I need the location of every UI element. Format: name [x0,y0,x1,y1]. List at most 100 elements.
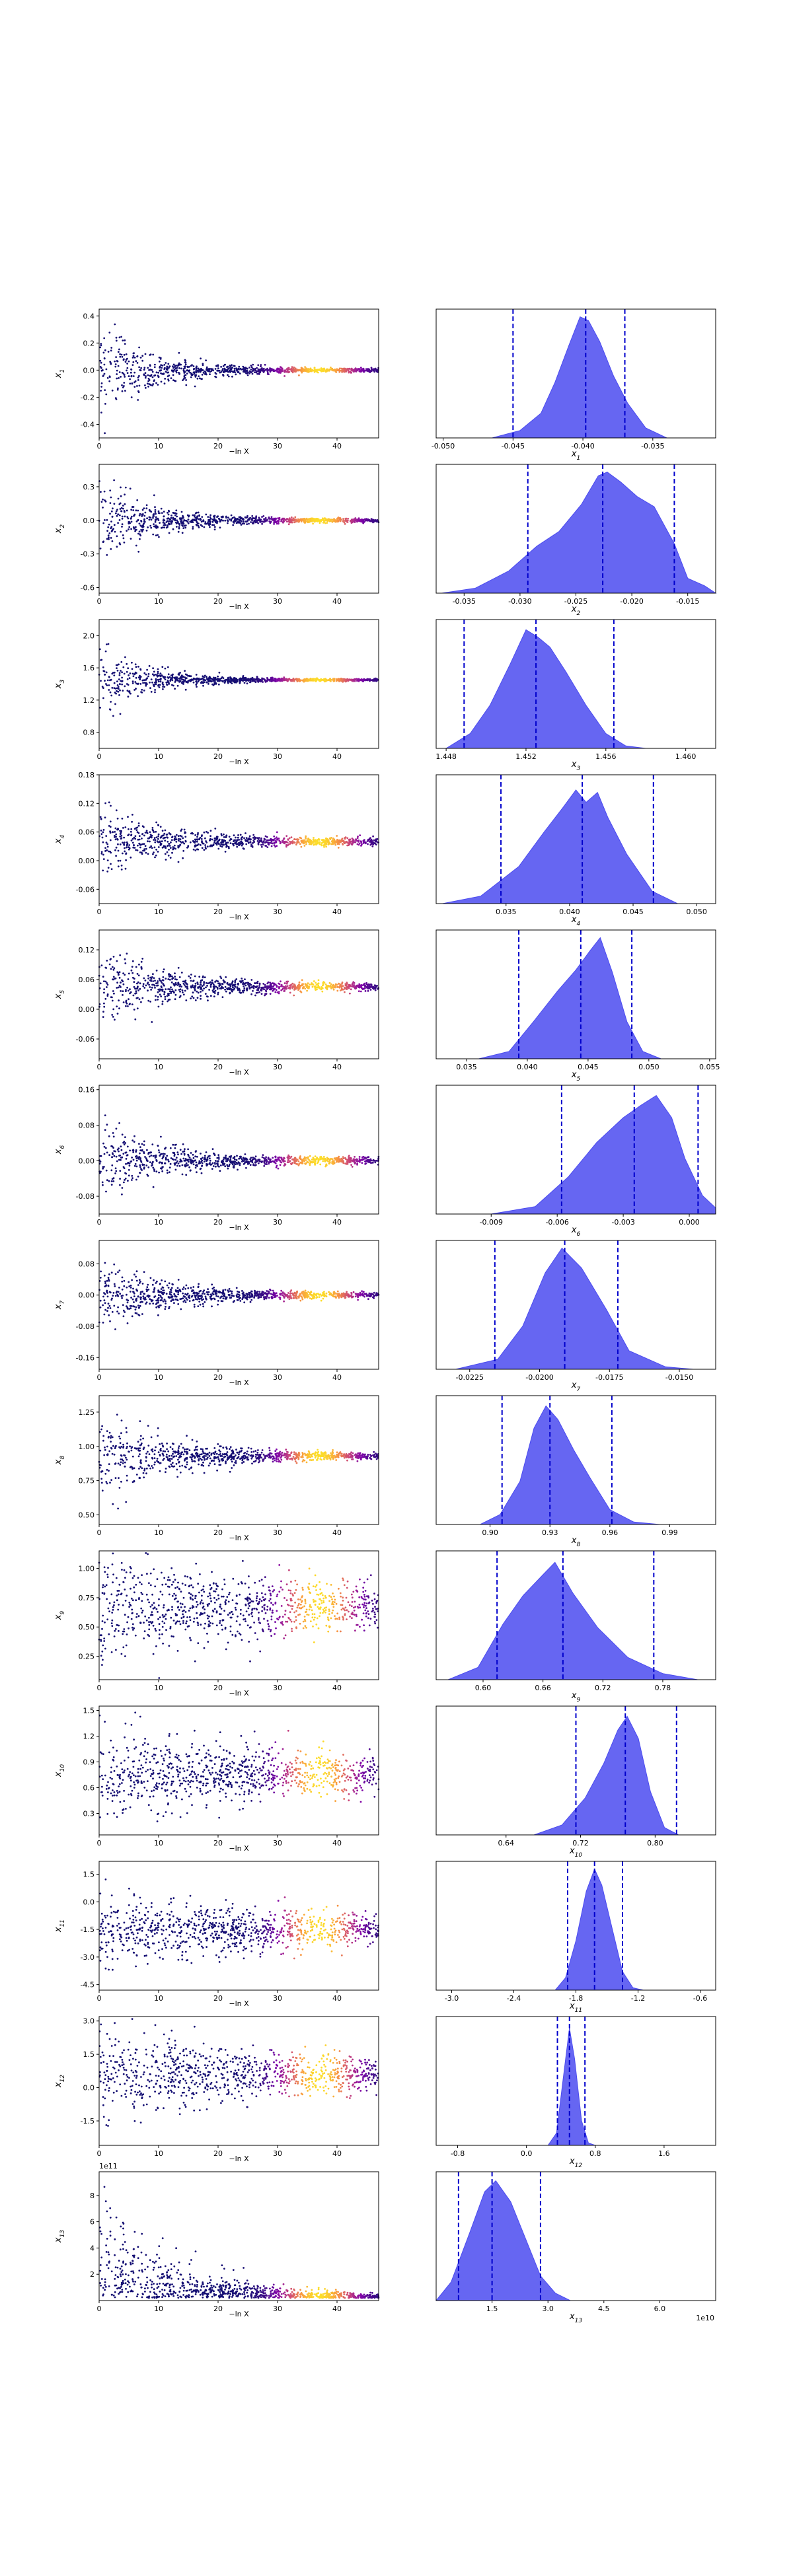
trace-point [266,836,268,838]
trace-point [124,850,126,853]
trace-point [227,375,230,378]
trace-point [321,844,323,847]
trace-point [145,851,147,854]
trace-point [318,986,321,988]
trace-point [116,960,118,962]
trace-point [147,840,149,843]
trace-point [178,367,180,369]
trace-point [157,991,159,993]
trace-point [373,984,376,986]
trace-point [103,357,106,360]
trace-point [301,679,304,682]
trace-point [207,522,209,525]
trace-point [109,502,112,504]
trace-point [161,526,164,528]
trace-point [102,1016,104,1018]
trace-point [241,980,244,982]
trace-point [227,374,229,376]
trace-point [119,859,122,862]
trace-point [123,541,126,544]
trace-point [203,676,206,678]
trace-point [198,375,200,377]
trace-point [297,985,299,988]
trace-point [291,678,294,681]
trace-point [119,508,122,510]
trace-point [102,829,105,831]
trace-point [194,999,197,1001]
trace-point [141,1164,144,1166]
trace-point [108,1180,110,1182]
x-tick-label: 1.456 [595,752,617,761]
trace-point [305,367,307,370]
trace-point [112,507,114,510]
trace-point [259,521,262,523]
trace-point [180,520,183,522]
trace-xlabel: −ln X [229,1068,249,1077]
trace-point [102,507,104,509]
trace-point [257,989,259,991]
trace-point [113,674,116,676]
trace-point [313,980,315,982]
trace-point [236,845,239,848]
trace-point [175,841,178,843]
trace-point [215,365,217,367]
trace-point [200,678,202,680]
trace-point [122,386,124,388]
trace-point [170,377,172,379]
trace-point [172,367,174,369]
trace-point [225,834,228,837]
trace-point [116,535,118,538]
trace-point [280,367,283,369]
trace-point [209,373,211,375]
trace-point [114,360,116,363]
trace-point [291,371,294,374]
x-tick-label: 20 [213,908,223,916]
trace-point [185,999,188,1001]
trace-point [213,992,216,994]
trace-point [194,834,196,836]
trace-point [202,519,204,522]
trace-point [309,520,311,522]
trace-point [174,367,177,370]
trace-point [192,1163,195,1166]
trace-point [223,682,226,684]
trace-point [258,373,260,375]
y-tick-label: 0.2 [83,339,95,347]
trace-point [171,679,174,682]
trace-point [154,506,156,509]
trace-point [211,838,213,841]
trace-point [162,684,165,686]
trace-point [295,843,297,846]
trace-point [135,666,137,668]
x-tick-label: 40 [332,1063,342,1071]
trace-point [300,837,302,840]
trace-point [361,1162,363,1164]
trace-point [174,365,176,367]
trace-point [144,511,147,514]
trace-point [118,984,121,987]
trace-point [256,840,259,842]
trace-point [289,842,292,844]
trace-point [217,683,220,686]
trace-point [170,991,172,993]
trace-point [346,983,348,985]
trace-point [101,836,104,839]
trace-point [184,670,186,672]
trace-point [159,990,161,992]
trace-point [157,670,159,673]
trace-point [224,1165,227,1168]
trace-point [202,684,204,687]
trace-point [258,991,261,993]
trace-point [120,680,122,682]
trace-point [221,369,223,372]
trace-point [139,683,142,685]
trace-point [155,516,157,519]
trace-point [174,1147,176,1149]
posterior-density [478,937,661,1059]
trace-point [124,656,126,659]
trace-point [102,666,104,668]
trace-point [225,1155,227,1157]
trace-point [252,834,255,836]
trace-point [116,377,118,380]
